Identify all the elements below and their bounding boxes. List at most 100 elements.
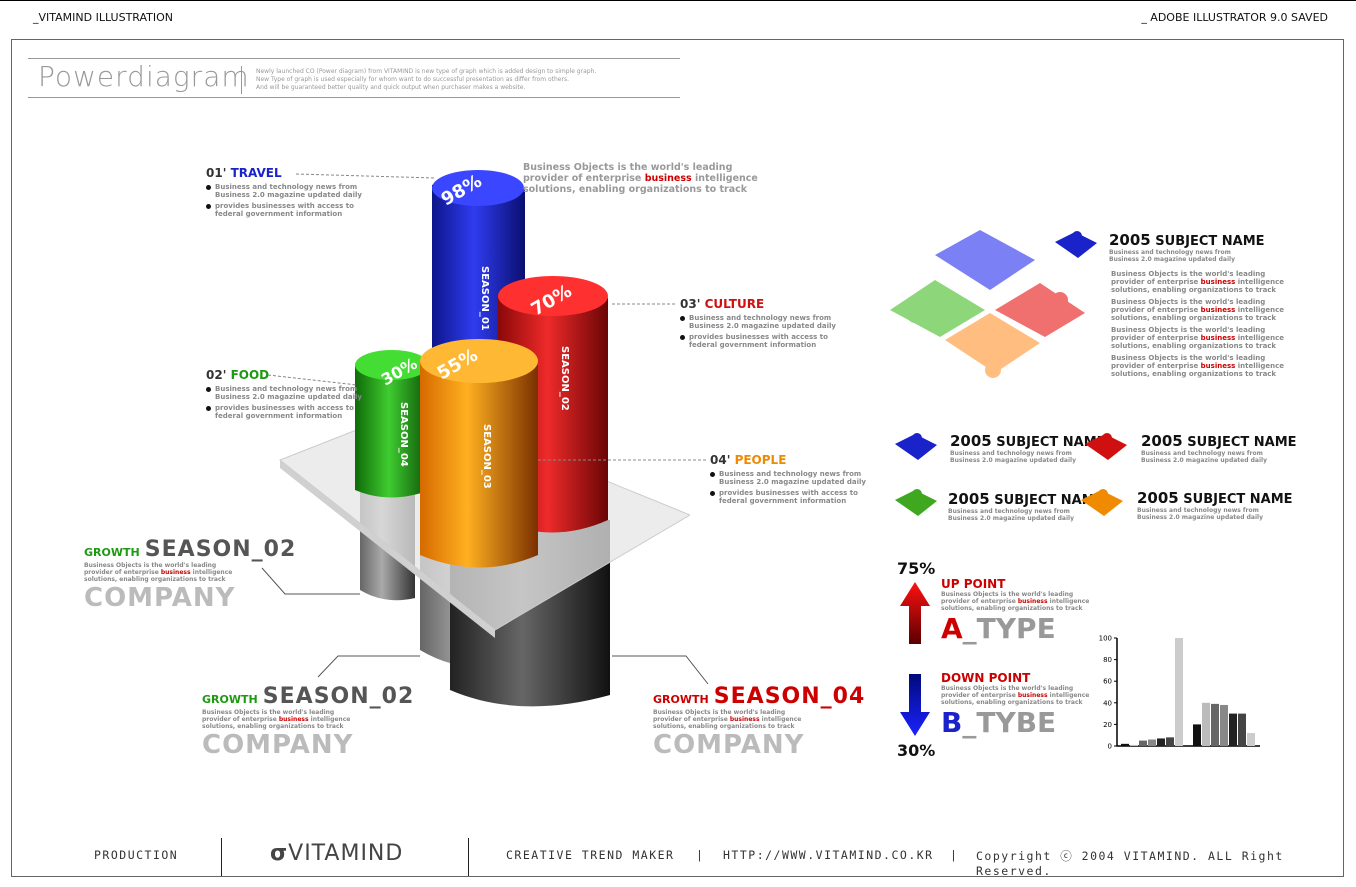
label-growth-season02-left: GROWTH SEASON_02 Business Objects is the… [84,537,297,613]
company-label-1: COMPANY [84,583,236,613]
puzzle-subject-main: 2005 SUBJECT NAME Business and technolog… [1109,231,1265,263]
people-item-2: provides businesses with access to federa… [710,489,866,505]
puzzle-icon-blue [895,433,937,460]
header-separator [241,66,242,94]
puzzle-icon-green [895,489,937,516]
chart-bar [1193,724,1201,746]
culture-num: 03' [680,297,701,311]
glass-plate-edge [280,460,495,638]
food-item-2: provides businesses with access to federa… [206,404,362,420]
up-point-label: UP POINT [941,577,1006,591]
callout-people: 04' PEOPLE Business and technology news … [710,453,866,508]
brand-logo-icon: σ [270,841,289,866]
chart-bar [1211,703,1219,746]
people-item-1: Business and technology news from Busines… [710,470,866,486]
chart-bar [1121,743,1129,746]
chart-bar [1247,733,1255,746]
header-rule-top [28,58,680,59]
footer-url[interactable]: HTTP://WWW.VITAMIND.CO.KR [723,848,934,862]
chart-bar [1220,704,1228,746]
callout-travel: 01' TRAVEL Business and technology news … [206,166,362,221]
chart-bar [1202,702,1210,746]
chart-bar [1166,737,1174,746]
subject-item-blue: 2005 SUBJECT NAME Business and technolog… [950,432,1106,464]
chart-bar [1148,739,1156,746]
food-item-1: Business and technology news from Busines… [206,385,362,401]
callout-culture: 03' CULTURE Business and technology news… [680,297,836,352]
puzzle-icon-orange [1081,489,1123,516]
people-num: 04' [710,453,731,467]
season-label-02: SEASON_02 [559,346,570,411]
travel-item-2: provides businesses with access to federa… [206,202,362,218]
season-label-04: SEASON_04 [398,402,409,467]
footer-divider-1 [221,838,222,876]
food-num: 02' [206,368,227,382]
puzzle-icon-blue-main [1055,231,1097,258]
subject-item-green: 2005 SUBJECT NAME Business and technolog… [948,490,1104,522]
puzzle-piece-green [890,280,985,337]
header-description: Newly launched CO (Power diagram) from V… [256,68,676,92]
puzzle-graphic [890,230,1085,378]
column-orange [420,347,538,568]
chart-bar [1157,738,1165,746]
up-arrow-icon [900,582,930,644]
puzzle-piece-red [995,283,1085,337]
footer-sep-1: | [696,848,705,862]
callout-food: 02' FOOD Business and technology news fr… [206,368,362,423]
season-label-03: SEASON_03 [481,424,492,489]
page-title: Powerdiagram [38,60,250,93]
left-season-leader [261,567,360,595]
column-red-top [498,276,608,316]
culture-name: CULTURE [704,297,765,311]
header-desc-line-3: And will be guaranteed better quality an… [256,84,526,91]
footer-divider-2 [468,838,469,876]
travel-leader [295,173,436,179]
culture-item-1: Business and technology news from Busines… [680,314,836,330]
y-tick-label: 60 [1103,678,1112,686]
up-percent: 75% [897,559,936,578]
top-bar: _VITAMIND ILLUSTRATION _ ADOBE ILLUSTRAT… [0,0,1356,31]
down-point-block: DOWN POINT Business Objects is the world… [941,671,1090,739]
culture-item-2: provides businesses with access to federa… [680,333,836,349]
power-diagram-graphic [279,170,690,707]
footer-production: PRODUCTION [94,848,179,862]
chart-bar [1139,740,1147,746]
content-frame [11,39,1344,877]
y-tick-label: 100 [1099,635,1112,643]
label-growth-season02-middle: GROWTH SEASON_02 Business Objects is the… [202,684,415,760]
subject-item-red: 2005 SUBJECT NAME Business and technolog… [1141,432,1297,464]
label-growth-season04-right: GROWTH SEASON_04 Business Objects is the… [653,684,866,760]
header-desc-line-2: New Type of graph is used especially for… [256,76,570,83]
footer-brand: σVITAMIND [270,841,404,866]
puzzle-business-texts: Business Objects is the world's leading p… [1111,270,1285,378]
company-label-3: COMPANY [653,730,805,760]
chart-bar [1130,744,1138,746]
chart-bar [1229,713,1237,746]
travel-item-1: Business and technology news from Busines… [206,183,362,199]
header-desc-line-1: Newly launched CO (Power diagram) from V… [256,68,597,75]
header-rule-bottom [28,97,680,98]
puzzle-piece-orange [945,313,1040,378]
column-green [355,355,430,498]
company-label-2: COMPANY [202,730,354,760]
column-orange-top [420,339,538,383]
travel-name: TRAVEL [230,166,282,180]
business-top-text: Business Objects is the world's leading … [523,162,758,195]
down-point-label: DOWN POINT [941,671,1031,685]
y-tick-label: 80 [1103,656,1112,664]
chart-bar [1175,638,1183,746]
footer-tagline: CREATIVE TREND MAKER [506,848,675,862]
column-blue-top [432,170,524,206]
subject-item-orange: 2005 SUBJECT NAME Business and technolog… [1137,489,1293,521]
column-green-top [355,350,429,380]
y-tick-label: 20 [1103,721,1112,729]
top-left-label: _VITAMIND ILLUSTRATION [33,11,174,24]
puzzle-piece-blue [935,230,1035,290]
y-tick-label: 0 [1108,743,1112,751]
footer-copyright: Copyright ⓒ 2004 VITAMIND. ALL Right Res… [976,849,1284,878]
chart-bar [1238,713,1246,746]
footer-sep-2: | [950,848,959,862]
season-label-01: SEASON_01 [479,266,490,331]
down-percent: 30% [897,741,936,760]
mini-bar-chart: 0 20 40 60 80 100 [1099,635,1260,751]
